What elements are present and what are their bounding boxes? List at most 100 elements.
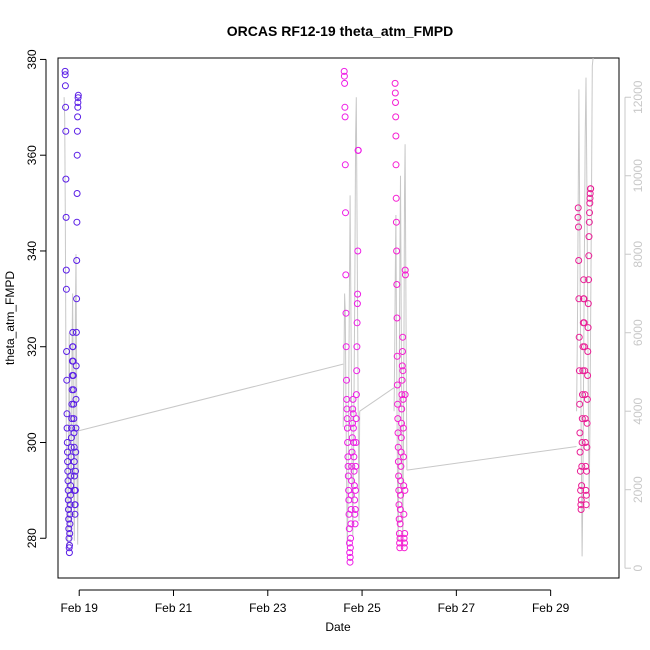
data-point [341,79,349,87]
data-point [62,213,70,221]
flight-rf15 [574,185,595,513]
flight-rf12 [61,67,82,557]
data-point [348,434,356,442]
data-point [64,458,72,466]
data-point [346,539,353,547]
data-point [343,376,350,384]
data-point [393,381,401,389]
data-point [66,541,73,549]
data-point [393,352,401,360]
data-point [65,544,73,552]
data-point [398,405,406,413]
data-point [72,328,80,336]
data-point [401,271,409,279]
data-point [62,266,70,274]
data-point [67,482,75,490]
data-point [395,501,403,509]
data-point [353,343,361,351]
data-point [397,491,405,499]
data-point [72,448,80,456]
data-point [65,506,72,513]
data-point [398,376,406,384]
data-point [352,486,359,494]
y-tick-label: 320 [25,336,39,356]
data-point [392,99,399,106]
data-point [72,467,79,475]
data-point [67,472,75,480]
y2-tick-label: 0 [631,565,645,572]
data-point [61,67,69,75]
data-point [392,161,400,169]
data-point [69,372,77,379]
data-point [575,295,583,303]
x-tick-label: Feb 27 [438,601,476,615]
altitude-connector-0 [78,363,344,432]
data-point [580,319,588,327]
data-point [70,443,78,451]
data-point [63,348,71,355]
data-point [66,530,74,537]
data-point [575,333,583,341]
data-point [342,343,350,351]
data-point [72,362,80,370]
data-point [396,539,404,547]
data-point [575,257,583,264]
data-point [392,194,400,202]
data-point [396,544,404,552]
data-point [65,525,73,533]
y-tick-label: 340 [25,241,39,261]
altitude-connector-1 [359,387,395,412]
data-point [582,501,590,509]
data-point [398,419,405,427]
data-point [74,113,82,121]
data-point [397,462,405,470]
x-tick-label: Feb 19 [61,601,99,615]
data-point [576,400,584,408]
y2-tick-label: 8000 [631,241,645,268]
data-point [352,415,360,423]
data-point [395,515,403,523]
data-point [63,410,71,418]
data-points [61,67,595,566]
data-point [63,376,71,384]
data-point [582,486,590,494]
data-point [63,424,71,432]
data-point [400,453,407,461]
altitude-line-3 [576,57,594,557]
data-point [349,395,357,403]
data-point [393,314,401,322]
data-point [578,415,586,423]
data-point [353,367,361,375]
data-point [62,285,70,293]
data-point [586,190,594,197]
data-point [583,443,591,451]
x-tick-label: Feb 29 [532,601,570,615]
data-point [66,501,74,509]
data-point [71,501,79,509]
x-axis-label: Date [325,620,351,634]
data-point [399,424,407,432]
data-point [351,520,359,528]
data-point [343,415,351,423]
y-tick-label: 360 [25,145,39,165]
data-point [354,146,362,154]
data-point [351,506,359,513]
data-point [586,194,594,202]
data-point [394,415,402,423]
data-point [395,530,403,537]
data-point [65,534,73,542]
data-point [72,395,80,403]
data-point [69,357,77,365]
data-point [68,415,76,423]
data-point [351,510,359,518]
data-point [584,372,592,379]
data-point [62,175,70,183]
data-point [587,185,595,193]
data-point [352,391,360,399]
data-point [400,510,408,518]
data-point [398,362,406,370]
data-point [583,467,591,475]
data-point [576,448,584,456]
data-point [67,453,75,461]
data-point [342,271,350,279]
